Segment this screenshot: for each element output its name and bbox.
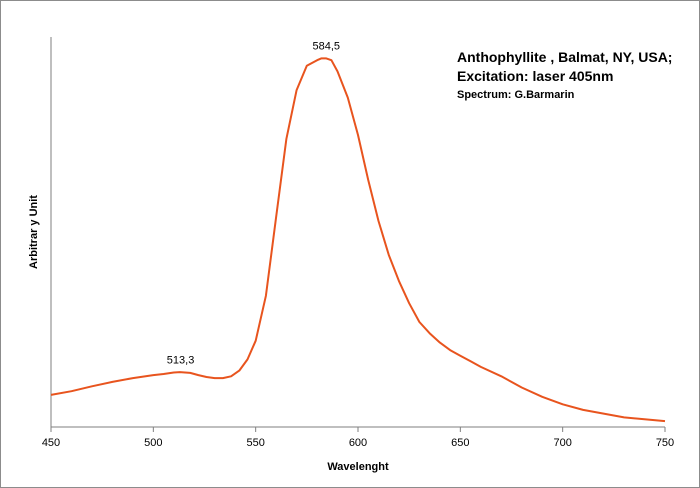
- x-tick-label: 450: [42, 437, 60, 449]
- annotation-excitation: Excitation: laser 405nm: [457, 68, 613, 84]
- annotation-credit: Spectrum: G.Barmarin: [457, 89, 575, 101]
- peak-label: 584,5: [313, 40, 341, 52]
- annotation-sample: Anthophyllite , Balmat, NY, USA;: [457, 49, 672, 65]
- peak-label: 513,3: [167, 355, 195, 367]
- x-ticks: 450 500 550 600 650 700 750: [42, 427, 674, 449]
- x-tick-label: 550: [246, 437, 264, 449]
- x-tick-label: 650: [451, 437, 469, 449]
- x-tick-label: 750: [656, 437, 674, 449]
- axes: 450 500 550 600 650 700 750: [42, 37, 674, 449]
- x-axis-title: Wavelenght: [327, 461, 389, 473]
- x-tick-label: 500: [144, 437, 162, 449]
- peak-labels: 513,3 584,5: [167, 40, 340, 366]
- x-tick-label: 700: [553, 437, 571, 449]
- y-axis-title: Arbitrar y Unit: [28, 195, 40, 269]
- series-line: [50, 57, 666, 423]
- x-tick-label: 600: [349, 437, 367, 449]
